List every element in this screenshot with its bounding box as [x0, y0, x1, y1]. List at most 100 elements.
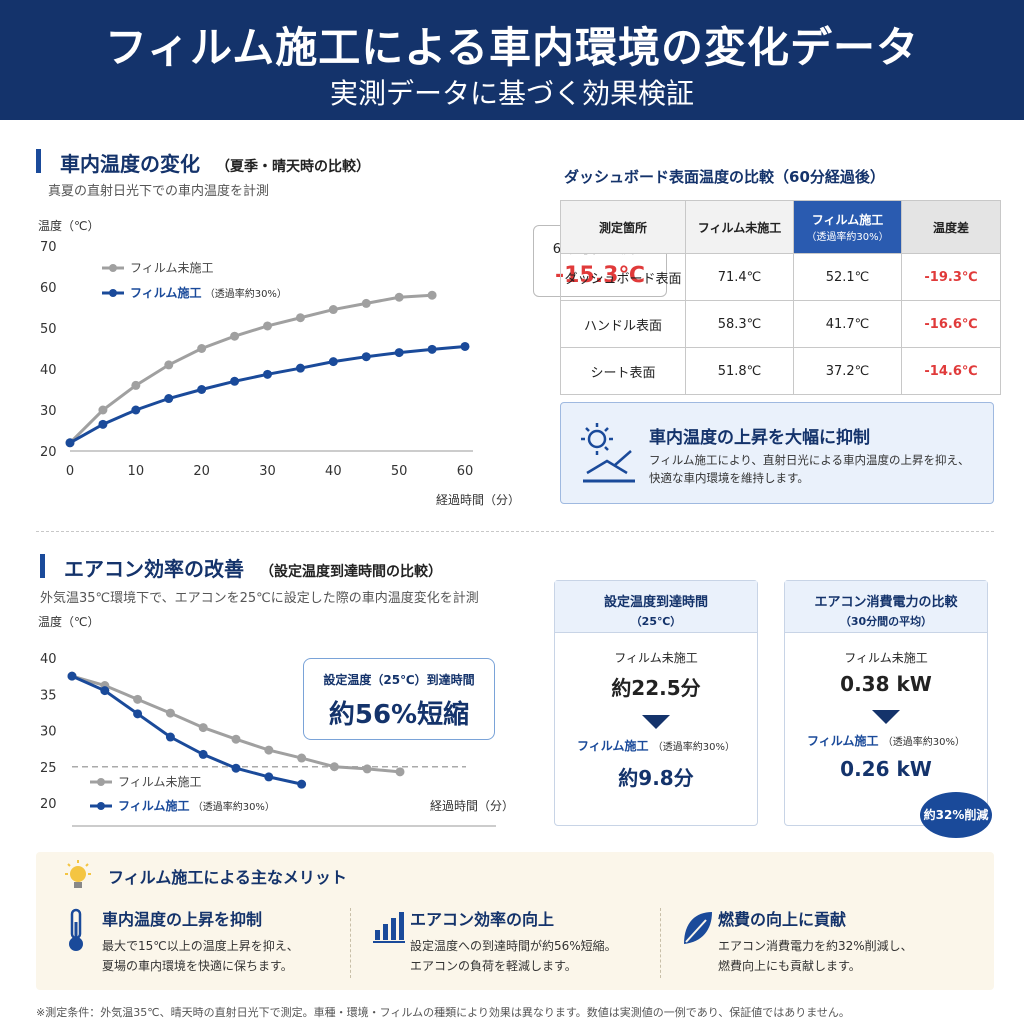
table-cell: ダッシュボード表面 — [560, 253, 686, 301]
data-point — [231, 763, 241, 773]
x-tick-label: 30 — [259, 464, 276, 479]
data-point — [263, 369, 272, 379]
legend-label: フィルム施工 （透過率約30%） — [118, 798, 275, 813]
table-cell: 41.7℃ — [793, 300, 902, 348]
table-cell: 71.4℃ — [685, 253, 794, 301]
data-point — [460, 341, 470, 351]
info-body-line: 快適な車内環境を維持します。 — [649, 471, 809, 485]
surface-temp-table: 測定箇所 フィルム未施工 フィルム施工 （透過率約30%） 温度差 ダッシュボード… — [560, 200, 1001, 395]
data-point — [263, 321, 272, 331]
table-row: シート表面 51.8℃ 37.2℃ -14.6℃ — [560, 347, 1001, 395]
section-divider — [36, 531, 994, 532]
section-accent-bar — [40, 554, 45, 578]
legend-label: フィルム施工 （透過率約30%） — [130, 285, 287, 300]
data-point — [231, 734, 241, 744]
legend-label: フィルム未施工 — [118, 775, 202, 789]
x-tick-label: 0 — [66, 464, 74, 479]
legend-label: フィルム未施工 — [130, 261, 214, 275]
merit-item-title: エアコン効率の向上 — [410, 910, 555, 929]
section-accent-bar — [36, 149, 41, 173]
merit-title: フィルム施工による主なメリット — [108, 868, 347, 887]
data-point — [394, 348, 404, 358]
info-box: 車内温度の上昇を大幅に抑制 フィルム施工により、直射日光による車内温度の上昇を抑… — [560, 402, 994, 504]
merit-item-body: エアコン消費電力を約32%削減し、 燃費向上にも貢献します。 — [718, 936, 913, 976]
card-subtitle: （30分間の平均） — [839, 615, 933, 628]
data-point — [295, 313, 305, 323]
temperature-chart: 20 30 40 50 60 70 0 10 20 30 40 50 60 温度（℃） 経過時間（分） フィル… — [38, 218, 520, 507]
card-a-value: 約22.5分 — [611, 676, 701, 700]
x-tick-label: 50 — [391, 464, 408, 479]
card-b-note: （透過率約30%） — [652, 742, 735, 753]
table-cell: シート表面 — [560, 347, 686, 395]
data-point — [264, 745, 274, 755]
data-point — [133, 709, 143, 719]
data-point — [197, 385, 207, 394]
card-b-value: 0.26 kW — [840, 757, 932, 781]
data-point — [328, 357, 338, 367]
card-b-label-text: フィルム施工 — [577, 739, 649, 753]
card-b-label: フィルム施工 （透過率約30%） — [555, 737, 757, 754]
down-arrow-icon — [642, 715, 670, 729]
card-b-value: 約9.8分 — [618, 766, 694, 790]
merit-item-line: 最大で15℃以上の温度上昇を抑え、 — [102, 939, 299, 953]
callout-value: 約56%短縮 — [328, 700, 470, 730]
data-point — [65, 438, 75, 448]
table-cell: 58.3℃ — [685, 300, 794, 348]
section2-title: エアコン効率の改善 （設定温度到達時間の比較） — [40, 553, 442, 582]
legend-marker — [97, 802, 105, 810]
callout-label: 設定温度（25℃）到達時間 — [323, 673, 475, 687]
series-line — [69, 344, 466, 445]
table-header: 測定箇所 — [560, 200, 686, 254]
data-point — [230, 376, 240, 386]
card-title: 設定温度到達時間 — [603, 595, 708, 610]
table-cell: 37.2℃ — [793, 347, 902, 395]
merit-item-line: エアコン消費電力を約32%削減し、 — [718, 939, 913, 953]
card-a-label: フィルム未施工 — [614, 651, 698, 665]
table-cell: ハンドル表面 — [560, 300, 686, 348]
x-tick-label: 20 — [193, 464, 210, 479]
y-tick-label: 60 — [40, 281, 57, 296]
table-header: フィルム未施工 — [685, 200, 794, 254]
card-title: エアコン消費電力の比較 — [814, 595, 958, 610]
page-title: フィルム施工による車内環境の変化データ — [104, 23, 920, 72]
merit-separator — [350, 908, 351, 978]
y-tick-label: 40 — [40, 363, 57, 378]
y-tick-label: 25 — [40, 761, 57, 776]
card-b-label: フィルム施工 （透過率約30%） — [785, 732, 987, 749]
data-point — [362, 764, 372, 774]
table-row: ハンドル表面 58.3℃ 41.7℃ -16.6℃ — [560, 300, 1001, 348]
info-body-line: フィルム施工により、直射日光による車内温度の上昇を抑え、 — [649, 453, 970, 467]
lightbulb-icon — [65, 860, 91, 888]
x-tick-label: 10 — [128, 464, 145, 479]
data-point — [297, 753, 307, 763]
table-cell: -19.3℃ — [901, 253, 1001, 301]
data-point — [264, 772, 274, 782]
data-point — [198, 723, 208, 733]
data-point — [395, 767, 405, 777]
table-header-text: フィルム施工 — [811, 213, 884, 227]
legend-marker — [109, 289, 117, 297]
data-point — [427, 290, 437, 300]
reduction-callout: 設定温度（25℃）到達時間 約56%短縮 — [303, 658, 495, 740]
y-axis-label: 温度（℃） — [38, 218, 99, 233]
footnote: ※測定条件：外気温35℃、晴天時の直射日光下で測定。車種・環境・フィルムの種類に… — [36, 1006, 850, 1019]
y-tick-label: 20 — [40, 797, 57, 812]
card-b-label-text: フィルム施工 — [807, 734, 879, 748]
table-row: ダッシュボード表面 71.4℃ 52.1℃ -19.3℃ — [560, 253, 1001, 301]
table-header-highlight: フィルム施工 （透過率約30%） — [793, 200, 902, 254]
table-cell: -16.6℃ — [901, 300, 1001, 348]
merit-item-body: 最大で15℃以上の温度上昇を抑え、 夏場の車内環境を快適に保ちます。 — [102, 936, 299, 976]
table-cell: 51.8℃ — [685, 347, 794, 395]
info-title: 車内温度の上昇を大幅に抑制 — [649, 428, 870, 448]
power-card: エアコン消費電力の比較 （30分間の平均） フィルム未施工 0.38 kW フィル… — [784, 580, 988, 826]
data-point — [329, 762, 339, 772]
sun-glass-icon — [581, 423, 635, 483]
data-point — [328, 305, 338, 315]
merit-item-line: 設定温度への到達時間が約56%短縮。 — [410, 939, 617, 953]
section1-subtitle: （夏季・晴天時の比較） — [216, 159, 370, 175]
merit-panel: フィルム施工による主なメリット 車内温度の上昇を抑制 最大で15℃以上の温度上昇… — [36, 852, 994, 990]
legend-marker — [109, 264, 117, 272]
section2-subtitle: （設定温度到達時間の比較） — [260, 564, 442, 580]
data-point — [297, 779, 307, 789]
table-title: ダッシュボード表面温度の比較（60分経過後） — [564, 168, 885, 186]
